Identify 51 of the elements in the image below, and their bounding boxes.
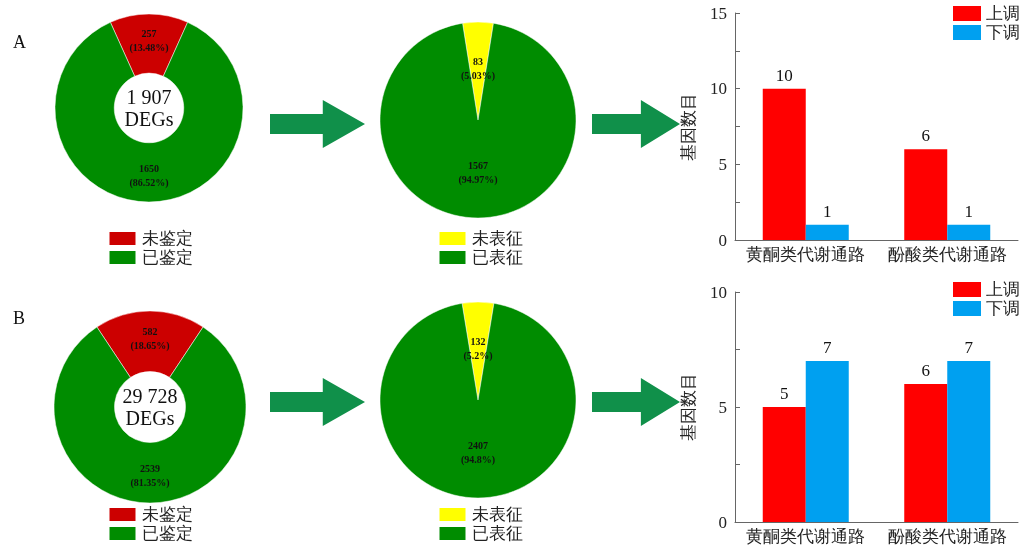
legend-label: 已表征 xyxy=(471,524,523,543)
text: A xyxy=(13,32,26,52)
data-label: 2539 (81.35%) xyxy=(130,463,170,490)
data-label: 257 (13.48%) xyxy=(129,28,169,55)
data-label: 1650 (86.52%) xyxy=(129,162,169,189)
y-axis-title: 基因数目 xyxy=(679,373,698,441)
bar xyxy=(762,407,806,522)
y-tick-label: 0 xyxy=(718,512,727,532)
x-tick-label: 黄酮类代谢通路 xyxy=(746,527,866,546)
text: 29 728 DEGs xyxy=(122,385,178,429)
y-tick-label: 10 xyxy=(710,79,727,99)
bar xyxy=(904,384,948,522)
y-axis-title: 基因数目 xyxy=(679,92,698,161)
data-label: 10 xyxy=(775,65,793,85)
legend-label: 未鉴定 xyxy=(141,505,193,524)
legend-label: 未表征 xyxy=(471,505,523,524)
chart-title: B xyxy=(13,308,26,328)
bar xyxy=(947,224,991,240)
data-label: 1 xyxy=(964,201,973,221)
y-tick-label: 5 xyxy=(718,397,727,417)
legend-label: 已表征 xyxy=(471,248,523,267)
y-tick-label: 15 xyxy=(710,3,727,23)
bar xyxy=(805,361,849,522)
y-tick-label: 10 xyxy=(710,282,727,302)
y-tick-label: 5 xyxy=(718,154,727,174)
legend-label: 下调 xyxy=(986,299,1020,318)
legend-label: 未表征 xyxy=(471,229,523,248)
legend-label: 上调 xyxy=(986,4,1020,23)
data-label: 1567 (94.97%) xyxy=(458,159,498,186)
x-tick-label: 黄酮类代谢通路 xyxy=(746,245,866,264)
data-label: 7 xyxy=(964,338,974,357)
data-label: 5 xyxy=(780,384,789,403)
legend-label: 上调 xyxy=(986,280,1020,299)
bar xyxy=(947,361,991,522)
text: 1 907 DEGs xyxy=(124,86,174,130)
legend-label: 未鉴定 xyxy=(141,229,193,248)
legend-label: 已鉴定 xyxy=(141,524,193,543)
y-tick-label: 0 xyxy=(718,230,727,250)
bar xyxy=(904,149,948,240)
data-label: 1 xyxy=(823,201,832,221)
data-label: 6 xyxy=(921,361,930,380)
x-tick-label: 酚酸类代谢通路 xyxy=(887,527,1007,546)
bar xyxy=(762,88,806,240)
bar xyxy=(805,224,849,240)
data-label: 582 (18.65%) xyxy=(130,325,170,352)
legend-label: 下调 xyxy=(986,23,1020,42)
legend-label: 已鉴定 xyxy=(141,248,193,267)
x-tick-label: 酚酸类代谢通路 xyxy=(887,245,1007,264)
data-label: 7 xyxy=(823,338,832,357)
data-label: 6 xyxy=(921,126,930,146)
data-label: 2407 (94.8%) xyxy=(460,439,496,466)
